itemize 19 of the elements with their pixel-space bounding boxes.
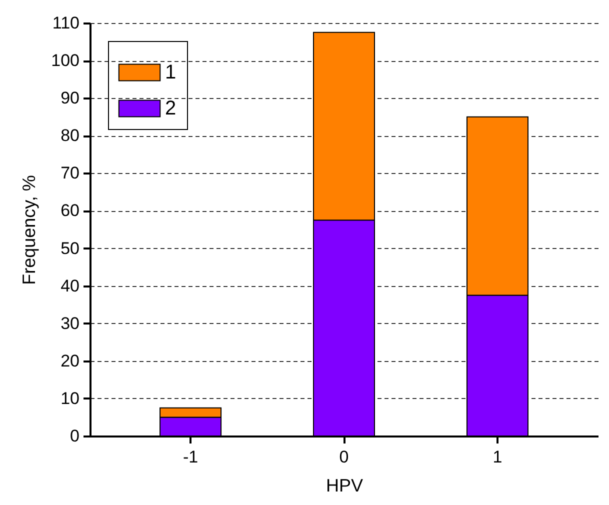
y-tick-label: 110 — [52, 14, 80, 32]
y-axis-title: Frequency, % — [19, 175, 40, 285]
x-axis-title: HPV — [326, 476, 364, 496]
legend-label: 2 — [165, 98, 176, 120]
legend-label: 1 — [165, 62, 176, 84]
y-tick-label: 80 — [60, 126, 80, 146]
y-tick-label: 70 — [60, 164, 80, 183]
y-tick-label: 10 — [60, 388, 80, 408]
x-tick-label: -1 — [182, 448, 198, 466]
y-tick-label: 100 — [51, 51, 80, 70]
y-tick-label: 30 — [60, 314, 80, 333]
y-tick-label: 90 — [60, 88, 80, 108]
y-tick-label: 50 — [60, 238, 80, 258]
x-tick-label: 1 — [492, 448, 502, 466]
y-tick-label: 20 — [60, 351, 80, 370]
x-tick-label: 0 — [339, 448, 349, 466]
y-tick-label: 60 — [60, 201, 80, 220]
y-tick-label: 40 — [60, 276, 80, 296]
y-tick-label: 0 — [70, 426, 80, 446]
